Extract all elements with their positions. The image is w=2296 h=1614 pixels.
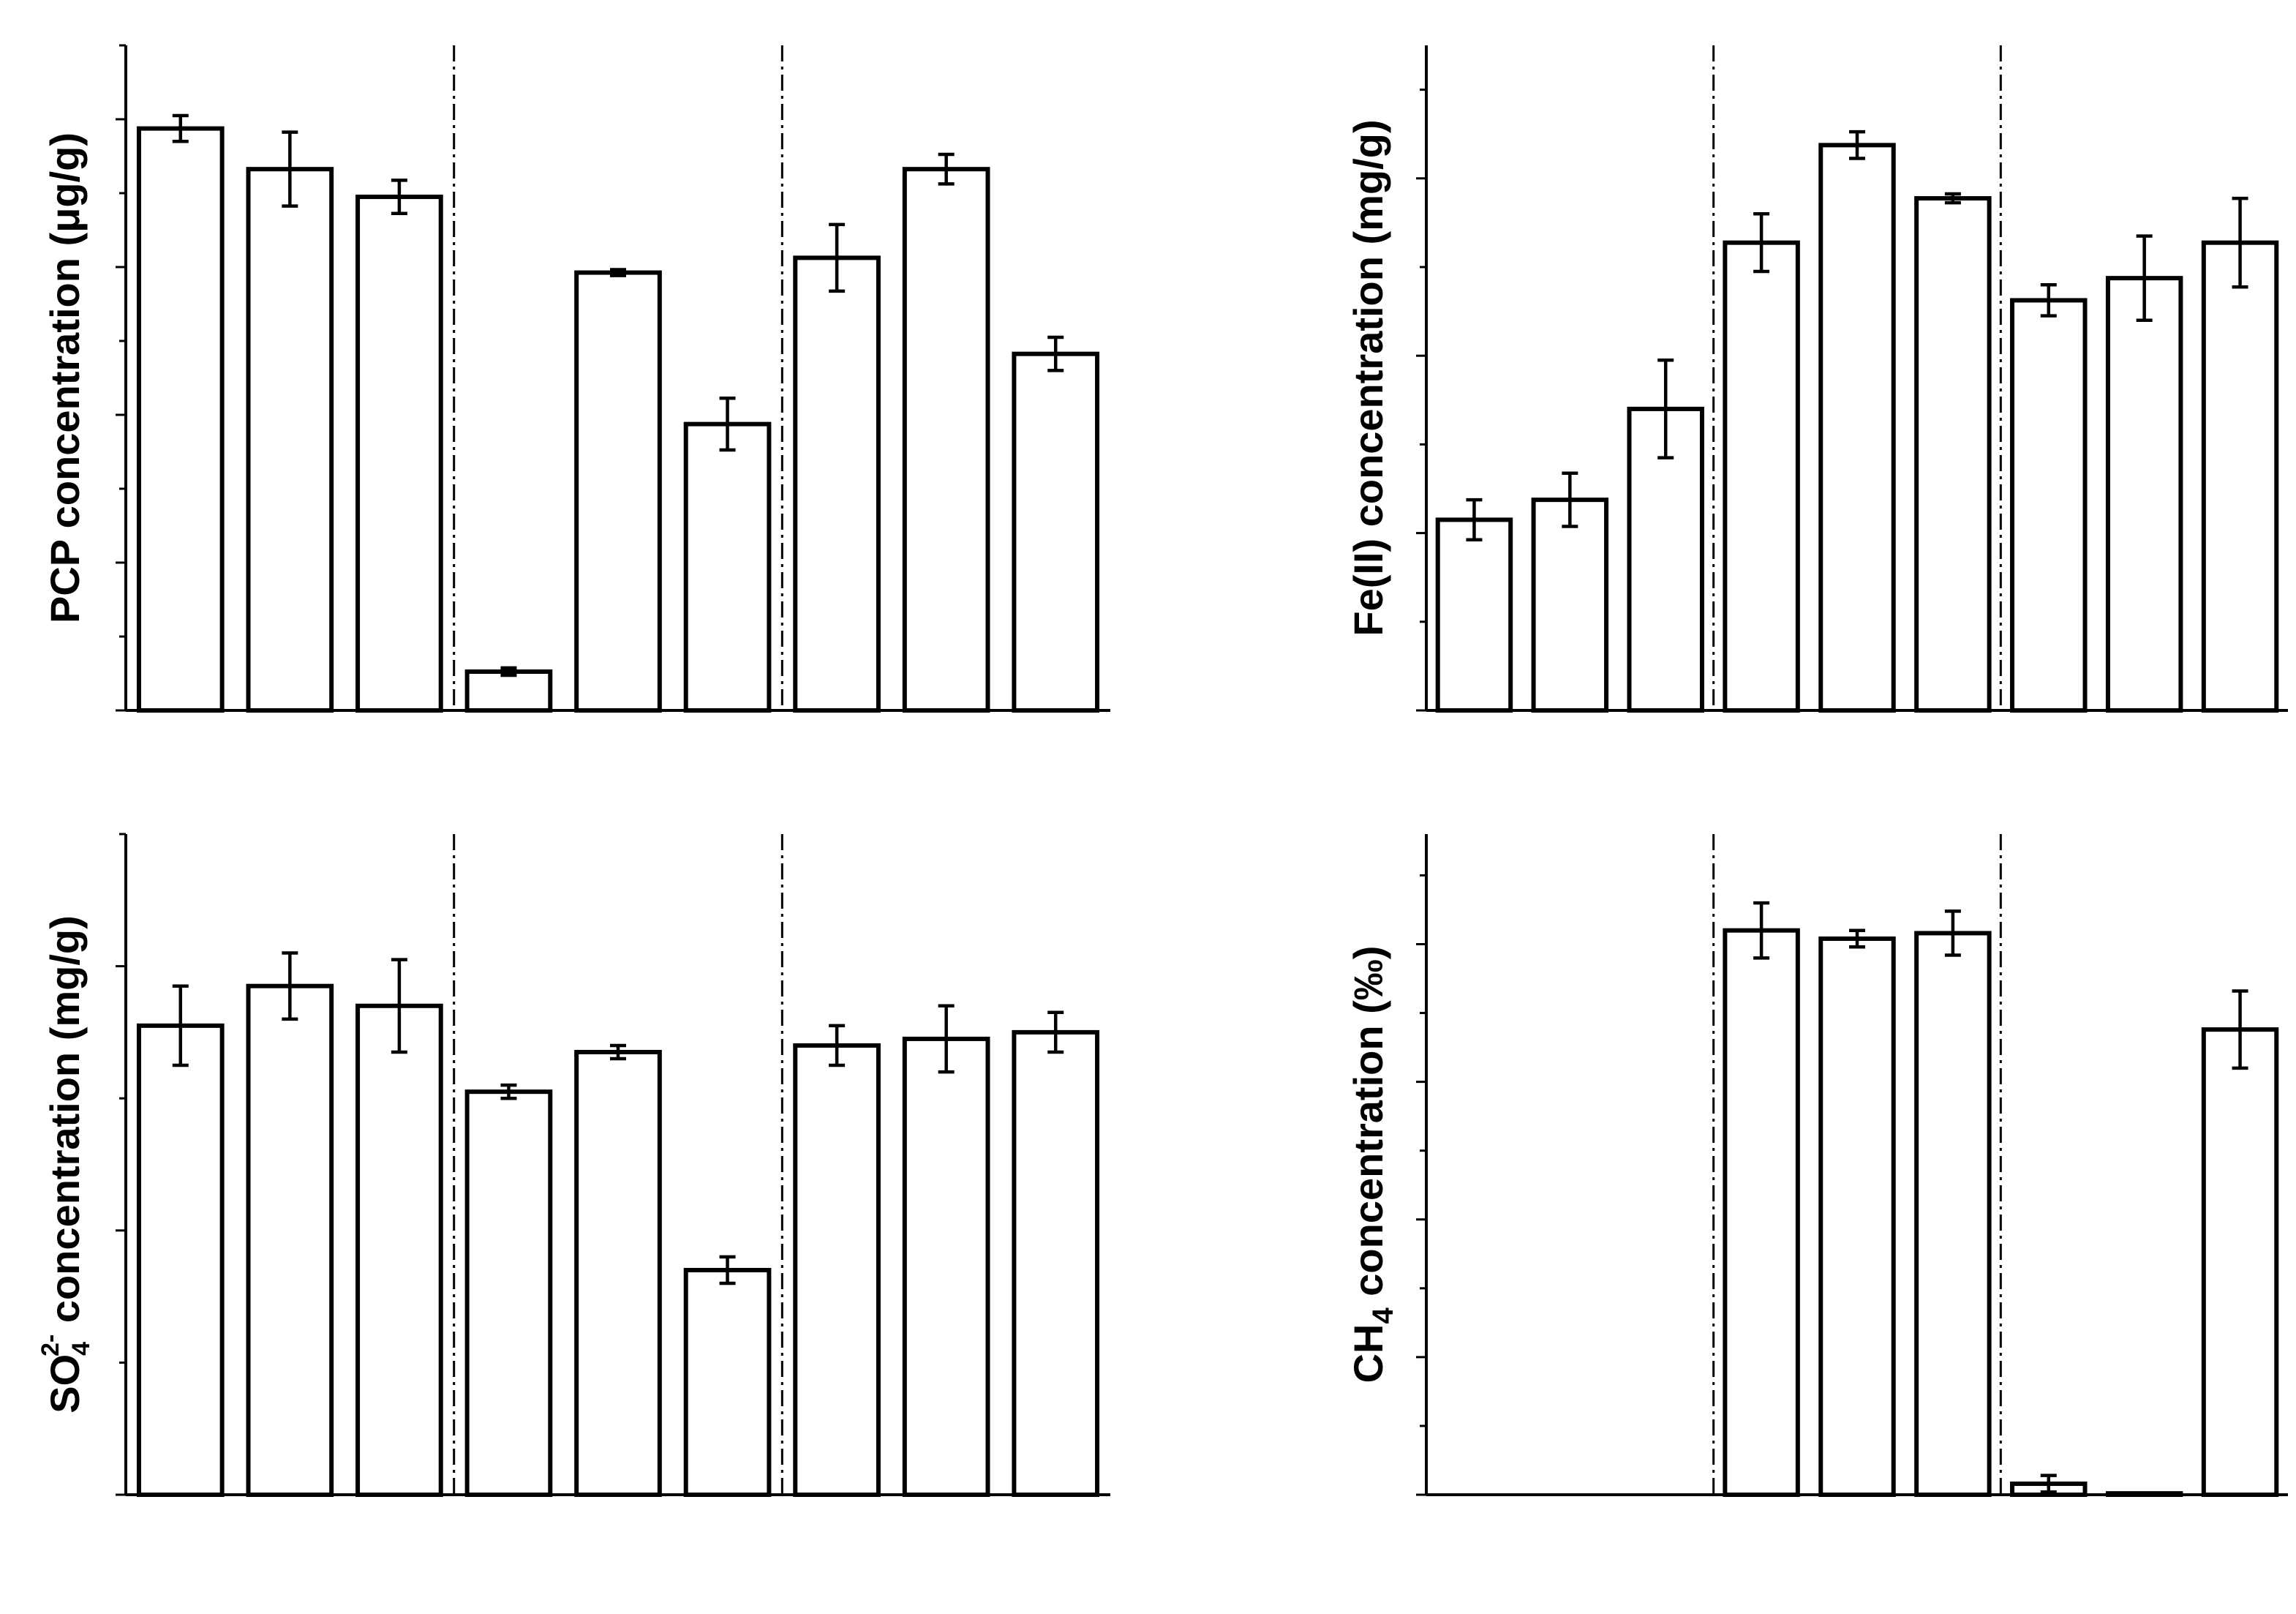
bar-sb: [355, 195, 443, 713]
y-axis-title: PCP concentration (μg/g): [42, 132, 88, 623]
y-axis-title-part: concentration (mg/g): [42, 915, 88, 1334]
bar-sa: [1531, 498, 1609, 713]
bar-mck: [793, 255, 881, 713]
y-axis-title-part: 4: [1367, 1307, 1399, 1324]
y-axis-title-part: 4: [67, 1342, 95, 1356]
bar-sa: [246, 983, 334, 1497]
bar-b: [683, 1267, 772, 1497]
bar-sa: [246, 167, 334, 713]
bar-a: [574, 1049, 662, 1497]
y-axis-title: SO42- concentration (mg/g): [37, 915, 95, 1414]
bar-sb: [355, 1003, 443, 1497]
bar-sck: [136, 1023, 225, 1497]
bar-ck: [1723, 928, 1800, 1497]
bar-ma: [902, 167, 990, 713]
bar-b: [1914, 196, 1992, 713]
bar-sck: [1435, 517, 1513, 713]
bar-b: [1914, 931, 1992, 1497]
bar-ma: [2105, 1491, 2183, 1498]
bar-a: [1818, 936, 1896, 1497]
bar-mb: [2201, 1027, 2279, 1497]
bar-mck: [793, 1043, 881, 1497]
bar-ck: [1723, 240, 1800, 713]
y-axis-title-part: SO: [42, 1354, 88, 1414]
bar-ck: [464, 669, 553, 713]
y-axis-title: Fe(II) concentration (mg/g): [1345, 119, 1391, 636]
bar-b: [683, 421, 772, 713]
bar-sck: [136, 126, 225, 713]
panel-a: PCP concentration (μg/g): [42, 44, 1110, 713]
panel-d: CH4 concentration (‰): [1345, 834, 2288, 1498]
bar-mb: [2201, 240, 2279, 713]
panel-b: Fe(II) concentration (mg/g): [1345, 45, 2288, 713]
bar-a: [574, 270, 662, 713]
bar-ma: [902, 1036, 990, 1498]
bar-a: [1818, 143, 1896, 713]
y-axis-title: CH4 concentration (‰): [1345, 946, 1399, 1384]
y-axis-title-part: CH: [1345, 1324, 1391, 1384]
bar-ck: [464, 1089, 553, 1498]
bar-mb: [1012, 1029, 1100, 1497]
panel-c: SO42- concentration (mg/g): [37, 833, 1110, 1498]
bar-ma: [2105, 276, 2183, 713]
bar-mck: [2010, 298, 2088, 713]
y-axis-title-part: 2-: [37, 1335, 64, 1356]
y-axis-title-part: concentration (‰): [1345, 946, 1391, 1308]
bar-mb: [1012, 351, 1100, 713]
